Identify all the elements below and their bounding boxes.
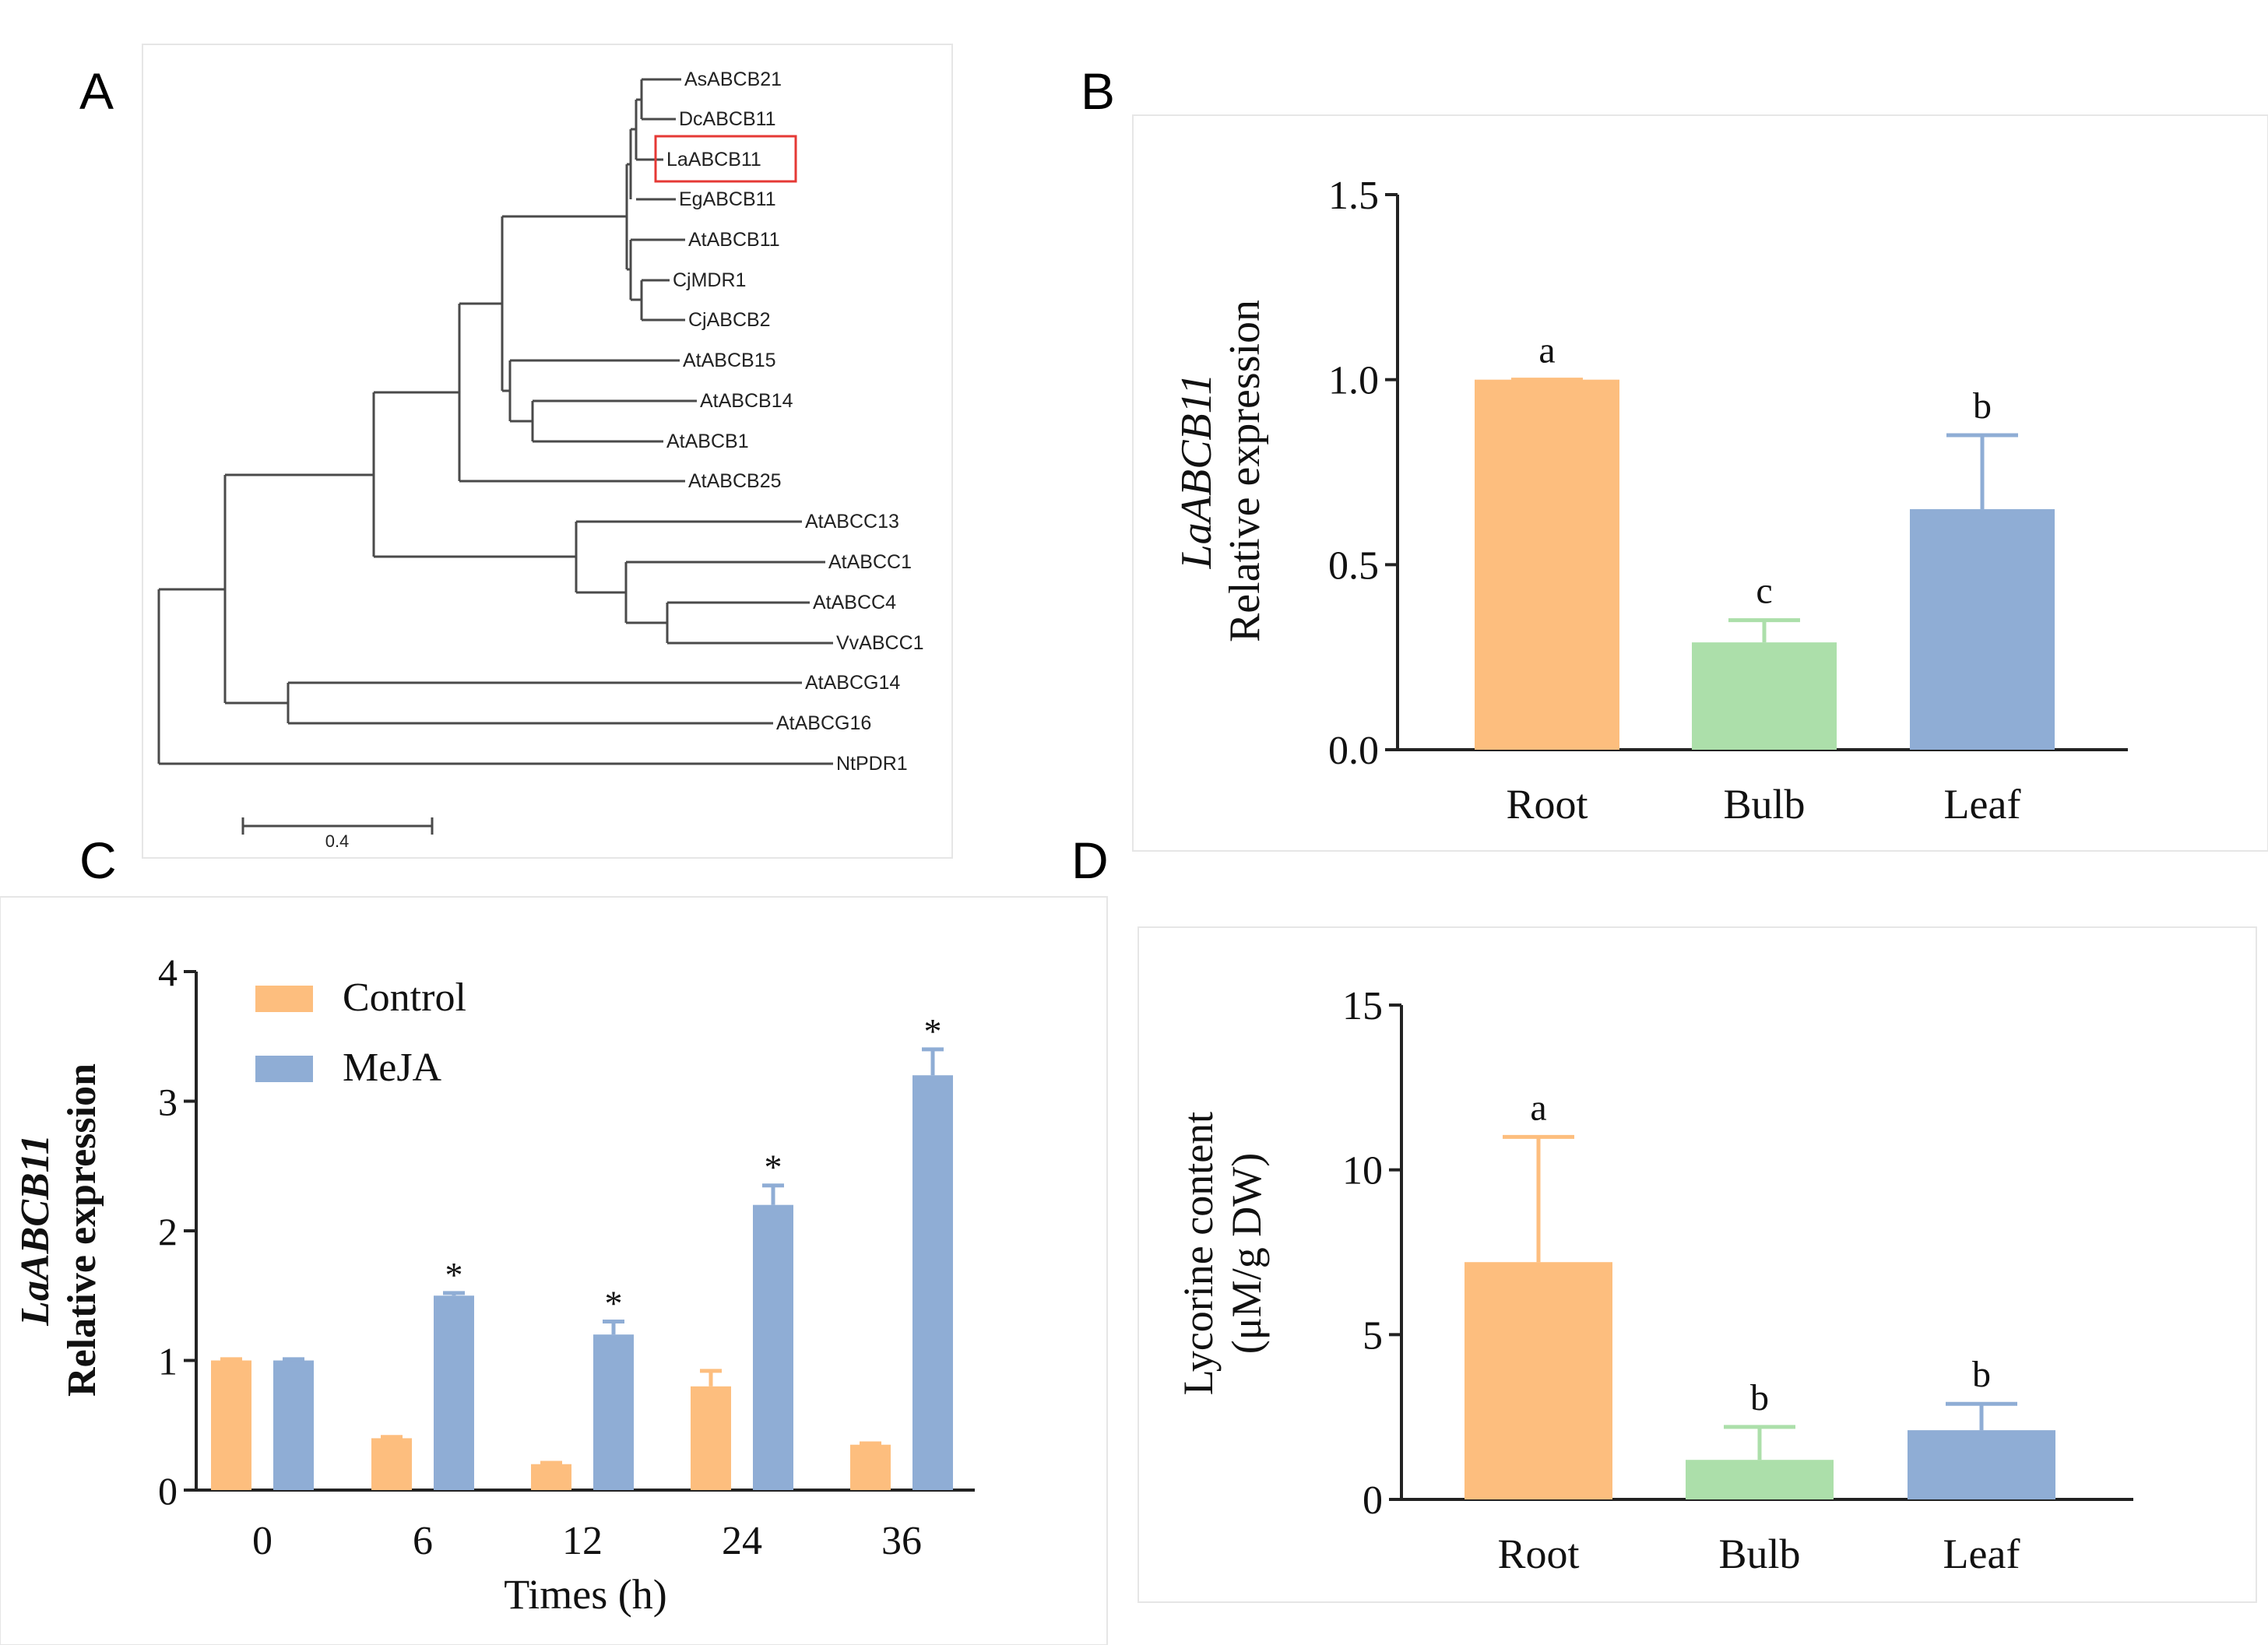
legend-label-control: Control — [343, 975, 466, 1020]
panel-d-y-label-text: Lycorine content — [1175, 1112, 1222, 1395]
tree-leaf-label: AtABCB14 — [700, 390, 793, 412]
panel-c-y-label: LaABCB11Relative expression — [13, 1063, 104, 1397]
panel-label-c: C — [79, 831, 117, 889]
panel-c-y-label-text: Relative expression — [60, 1063, 104, 1397]
panel-d-y-tick-label: 5 — [1363, 1313, 1383, 1358]
panel-b-frame — [1132, 114, 2268, 852]
panel-c-x-tick-label: 0 — [252, 1519, 273, 1563]
panel-b-y-tick-label: 0.5 — [1328, 543, 1379, 588]
panel-b-y-tick-label: 1.0 — [1328, 359, 1379, 403]
tree-leaf-label: EgABCB11 — [679, 188, 776, 210]
tree-leaf-label: LaABCB11 — [666, 149, 761, 170]
scale-bar-label: 0.4 — [325, 831, 350, 851]
panel-c-y-tick-label: 0 — [158, 1469, 178, 1513]
panel-b-y-label-text: Relative expression — [1221, 300, 1269, 642]
panel-c-bar-meja — [912, 1075, 953, 1490]
panel-b-y-label: LaABCB11Relative expression — [1173, 300, 1269, 642]
panel-b-significance-letter: b — [1973, 385, 1992, 427]
tree-panel: AsABCB21 DcABCB11 LaABCB11 EgABCB11 AtABCB11… — [157, 69, 924, 851]
panel-d-bar — [1908, 1430, 2055, 1499]
panel-c-significance-mark: * — [924, 1011, 942, 1051]
panel-b-significance-letter: c — [1756, 571, 1772, 612]
panel-c-bar-meja — [273, 1360, 314, 1490]
panel-b-y-tick-label: 0.0 — [1328, 729, 1379, 773]
panel-c-x-label: Times (h) — [504, 1571, 667, 1618]
panel-c-y-tick-label: 3 — [158, 1081, 178, 1124]
panel-c-significance-mark: * — [605, 1284, 623, 1323]
tree-leaf-label: AsABCB21 — [684, 69, 782, 90]
panel-label-d: D — [1071, 831, 1109, 889]
panel-d-y-tick-label: 0 — [1363, 1478, 1383, 1523]
panel-c-bar-meja — [593, 1334, 634, 1490]
panel-d-x-tick-label: Root — [1497, 1531, 1579, 1577]
tree-leaf-label: NtPDR1 — [836, 753, 908, 775]
panel-b-y-label-gene: LaABCB11 — [1173, 374, 1221, 570]
panel-d-frame — [1138, 926, 2257, 1603]
panel-c-y-tick-label: 2 — [158, 1210, 178, 1253]
panel-d-significance-letter: a — [1530, 1087, 1546, 1128]
panel-c-y-label-gene: LaABCB11 — [13, 1134, 58, 1327]
panel-b-bar — [1692, 642, 1837, 750]
panel-c-bar-meja — [753, 1204, 793, 1490]
panel-c-bar-control — [691, 1386, 731, 1490]
legend-swatch-meja — [255, 1056, 313, 1082]
tree-leaf-label: AtABCC13 — [805, 511, 899, 533]
tree-leaf-label: AtABCB11 — [688, 229, 780, 251]
tree-leaf-label: AtABCC4 — [813, 592, 896, 613]
panel-c-x-tick-label: 12 — [562, 1519, 603, 1563]
panel-d-bar — [1465, 1262, 1612, 1499]
panel-c-bar-meja — [434, 1295, 474, 1490]
panel-c-x-tick-label: 36 — [881, 1519, 922, 1563]
panel-label-b: B — [1081, 62, 1115, 120]
panel-d-y-tick-label: 15 — [1342, 984, 1383, 1028]
panel-c-bar-control — [211, 1360, 251, 1490]
highlight-box — [654, 135, 797, 183]
panel-b-x-tick-label: Bulb — [1723, 781, 1805, 828]
panel-c-significance-mark: * — [765, 1148, 782, 1187]
panel-c-x-tick-label: 24 — [722, 1519, 762, 1563]
panel-b-x-tick-label: Root — [1506, 781, 1588, 828]
panel-label-a: A — [79, 62, 114, 120]
panel-b-significance-letter: a — [1538, 330, 1555, 371]
panel-d-bar — [1686, 1460, 1834, 1499]
panel-d-y-label-units: (μM/g DW) — [1223, 1153, 1270, 1354]
panel-d-x-tick-label: Bulb — [1718, 1531, 1800, 1577]
panel-c-x-tick-label: 6 — [413, 1519, 433, 1563]
tree-leaf-label: AtABCB1 — [666, 431, 749, 452]
panel-d-significance-letter: b — [1972, 1354, 1991, 1395]
panel-b-y-tick-label: 1.5 — [1328, 174, 1379, 218]
panel-b-bar — [1910, 509, 2055, 750]
tree-leaf-label: AtABCB15 — [683, 350, 776, 371]
tree-leaf-label: CjABCB2 — [688, 309, 771, 331]
panel-c-significance-mark: * — [445, 1255, 463, 1295]
panel-b-chart: 0.0 0.5 1.0 1.5 a Root c Bulb b Leaf LaABCB11Relat… — [1173, 174, 2128, 828]
panel-a-frame — [142, 44, 953, 859]
panel-d-significance-letter: b — [1750, 1377, 1769, 1418]
panel-c-bar-control — [850, 1444, 891, 1490]
tree-leaf-label: VvABCC1 — [836, 632, 924, 654]
legend-swatch-control — [255, 986, 313, 1012]
panel-c-frame — [0, 896, 1108, 1645]
panel-c-y-tick-label: 4 — [158, 951, 178, 994]
legend-label-meja: MeJA — [343, 1046, 442, 1090]
tree-leaf-label: AtABCG16 — [776, 712, 871, 734]
panel-c-bar-control — [531, 1464, 571, 1490]
panel-d-y-label: Lycorine content(μM/g DW) — [1175, 1112, 1270, 1395]
panel-b-x-tick-label: Leaf — [1944, 781, 2021, 828]
tree-leaf-label: CjMDR1 — [673, 269, 746, 291]
panel-c-bar-control — [371, 1438, 412, 1490]
tree-leaf-label: DcABCB11 — [679, 108, 776, 130]
panel-b-bar — [1475, 379, 1619, 750]
panel-c-y-tick-label: 1 — [158, 1340, 178, 1383]
tree-leaf-label: AtABCC1 — [828, 551, 912, 573]
tree-leaf-label: AtABCG14 — [805, 672, 900, 694]
panel-d-x-tick-label: Leaf — [1943, 1531, 2020, 1577]
panel-d-y-tick-label: 10 — [1342, 1149, 1383, 1193]
tree-leaf-label: AtABCB25 — [688, 470, 782, 492]
panel-d-chart: 0 5 10 15 a Root b Bulb b Leaf Lycorine content(μM… — [1175, 984, 2133, 1577]
